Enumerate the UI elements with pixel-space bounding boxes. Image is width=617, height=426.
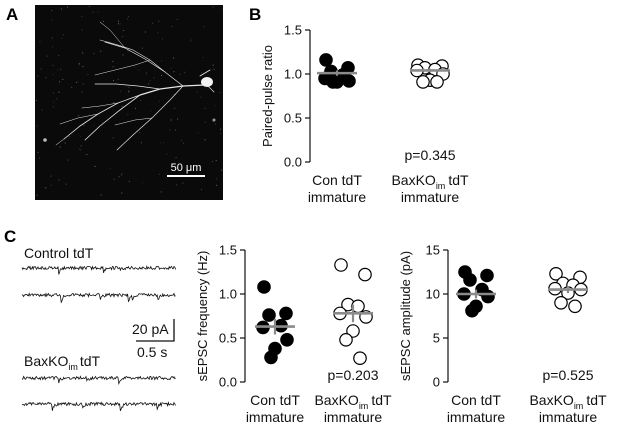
ephys-trace — [21, 401, 176, 412]
ephys-trace — [21, 265, 176, 275]
data-point — [326, 75, 340, 89]
y-tick-label: 15 — [426, 243, 440, 258]
trace-scale-time: 0.5 s — [137, 344, 167, 360]
category-label: immature — [324, 409, 383, 425]
trace-scale-amplitude: 20 pA — [132, 321, 169, 337]
category-label: immature — [401, 189, 460, 205]
y-tick-label: 0.0 — [284, 155, 302, 170]
image-scale-bar-label: 50 μm — [171, 162, 202, 174]
category-label: BaxKOim tdT — [314, 392, 392, 411]
data-point — [346, 324, 360, 338]
data-point — [264, 350, 278, 365]
micrograph-noise — [36, 6, 223, 196]
ephys-trace — [21, 292, 176, 304]
y-tick-label: 0.5 — [284, 111, 302, 126]
data-point — [319, 53, 333, 67]
data-point — [339, 332, 353, 347]
y-tick-label: 1.5 — [284, 23, 302, 38]
p-value-annotation: p=0.203 — [328, 367, 379, 383]
category-label: BaxKOim tdT — [529, 392, 607, 411]
category-label: Con tdT — [451, 392, 501, 408]
data-point — [280, 332, 294, 347]
p-value-annotation: p=0.525 — [543, 367, 594, 383]
data-point — [416, 75, 430, 89]
y-tick-label: 0.5 — [219, 331, 237, 346]
data-point — [257, 280, 271, 294]
y-tick-label: 1.0 — [284, 67, 302, 82]
panel-label-b: B — [249, 5, 261, 24]
trace-group-baxko: BaxKOim tdT — [21, 353, 176, 412]
data-point — [480, 268, 494, 283]
data-point — [353, 351, 367, 365]
data-point — [465, 303, 479, 318]
data-point — [279, 306, 293, 321]
panel-label-a: A — [6, 5, 18, 24]
category-label: immature — [246, 409, 305, 425]
y-axis-label: sEPSC frequency (Hz) — [195, 251, 210, 382]
ephys-trace — [21, 375, 176, 386]
category-label: Con tdT — [250, 392, 300, 408]
data-point — [262, 308, 276, 322]
micrograph: 50 μm — [35, 5, 223, 200]
trace-scale-bar-lines — [136, 319, 175, 342]
y-tick-label: 1.0 — [219, 287, 237, 302]
data-point — [554, 295, 568, 310]
category-label: BaxKOim tdT — [391, 172, 469, 191]
p-value-annotation: p=0.345 — [405, 147, 456, 163]
trace-group-control: Control tdT — [21, 245, 176, 304]
category-label: Con tdT — [312, 172, 362, 188]
y-tick-label: 10 — [426, 287, 440, 302]
data-point — [358, 267, 372, 282]
category-label: immature — [539, 409, 598, 425]
y-axis-label: Paired-pulse ratio — [260, 45, 275, 147]
neuron-image — [43, 21, 216, 151]
data-point — [463, 273, 477, 287]
y-tick-label: 5 — [433, 331, 440, 346]
data-point — [334, 258, 348, 272]
trace-scale-bar: 20 pA 0.5 s — [132, 319, 175, 360]
category-label: immature — [447, 409, 506, 425]
y-tick-label: 0.0 — [219, 375, 237, 390]
category-label: immature — [308, 189, 367, 205]
y-tick-label: 1.5 — [219, 243, 237, 258]
data-point — [481, 289, 495, 304]
panel-label-c: C — [4, 227, 16, 246]
data-point — [549, 266, 563, 281]
data-point — [430, 75, 444, 89]
y-tick-label: 0 — [433, 375, 440, 390]
trace-label-baxko: BaxKOim tdT — [24, 353, 101, 372]
data-point — [342, 74, 356, 88]
data-point — [568, 299, 582, 314]
y-axis-label: sEPSC amplitude (pA) — [398, 251, 413, 381]
micrograph-background — [35, 5, 223, 200]
trace-label-control: Control tdT — [24, 245, 94, 261]
